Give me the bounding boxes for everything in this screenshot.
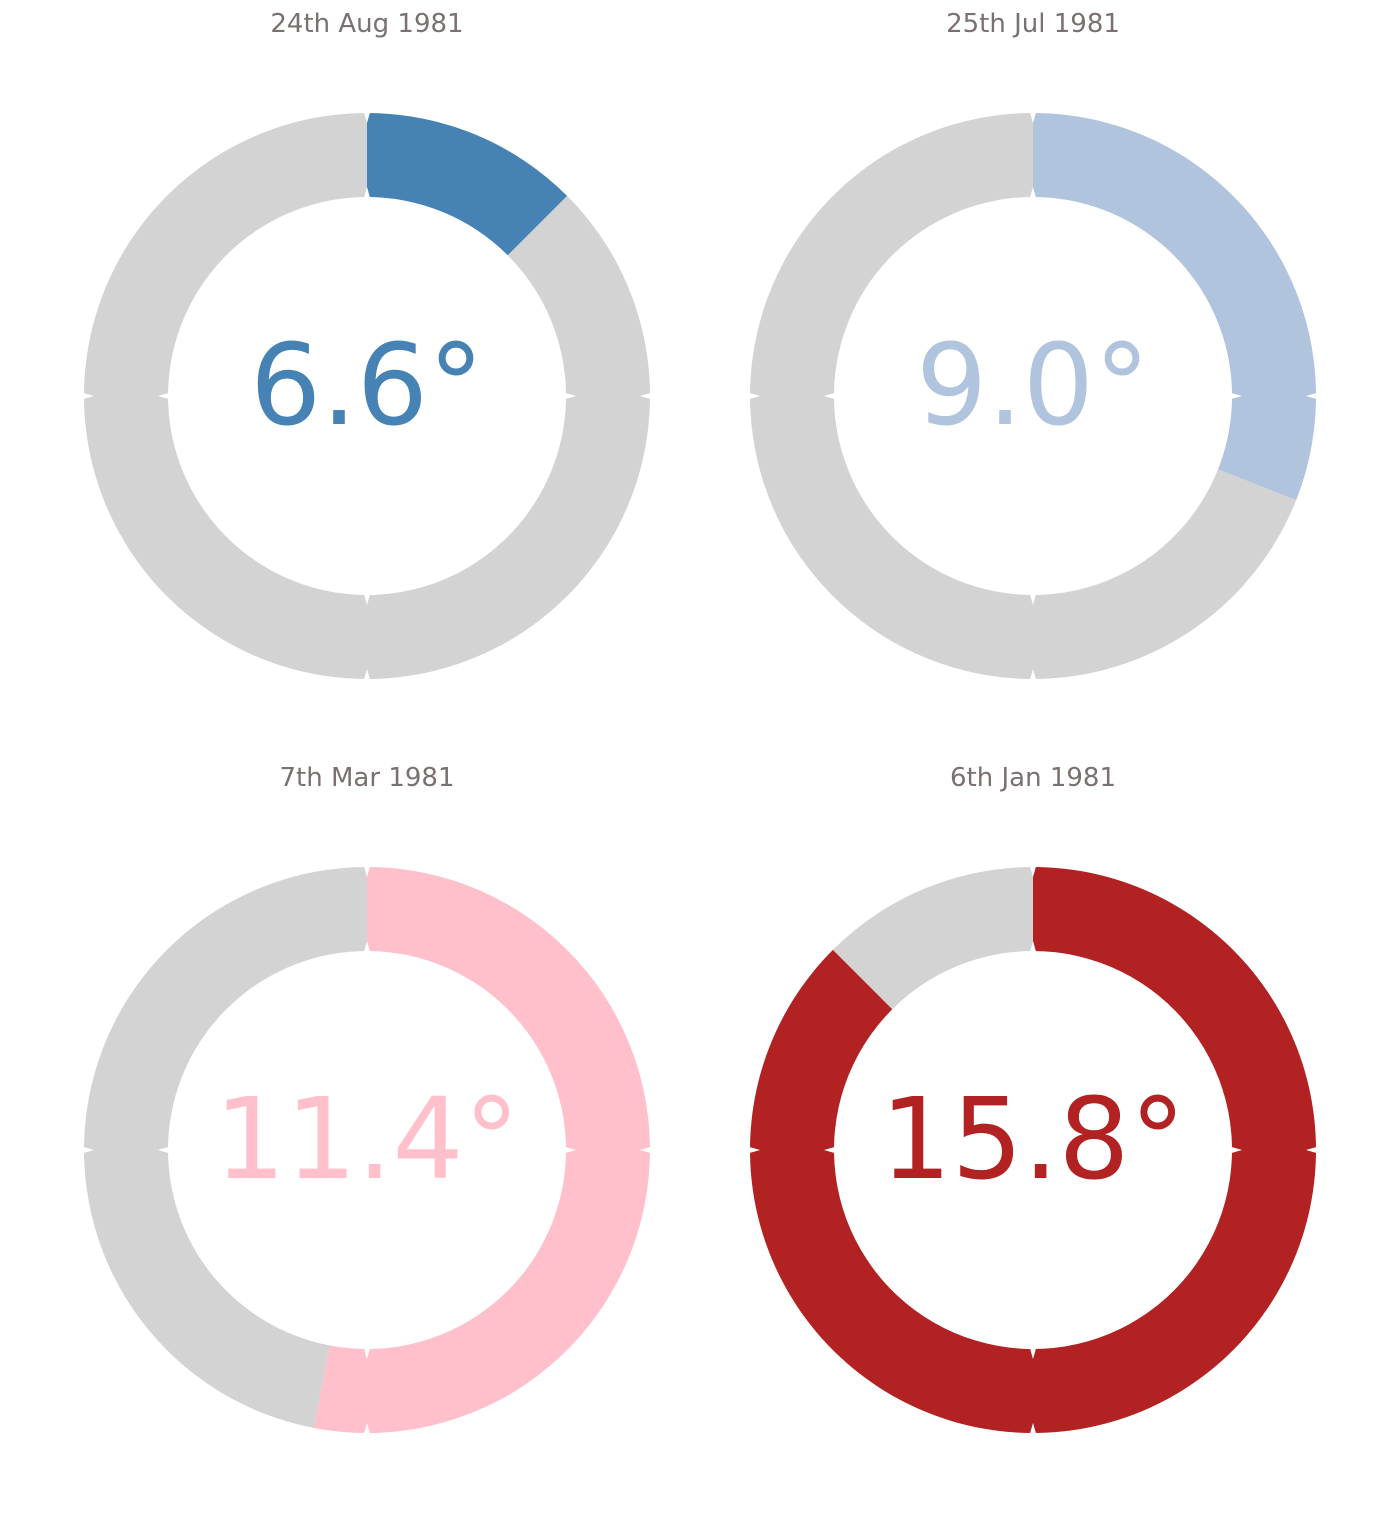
donut-title: 25th Jul 1981 bbox=[946, 9, 1120, 39]
ring-notch-inner bbox=[363, 187, 371, 201]
ring-notch-outer bbox=[1029, 863, 1037, 877]
donut-track-arc bbox=[750, 113, 1297, 680]
donut-ring bbox=[746, 109, 1320, 683]
ring-notch-inner bbox=[1029, 1345, 1037, 1359]
ring-notch-inner bbox=[158, 1146, 172, 1154]
ring-notch-outer bbox=[80, 392, 94, 400]
ring-notch-outer bbox=[1029, 109, 1037, 123]
ring-notch-inner bbox=[1029, 591, 1037, 605]
ring-notch-inner bbox=[1228, 392, 1242, 400]
ring-notch-outer bbox=[1306, 392, 1320, 400]
ring-notch-outer bbox=[640, 392, 654, 400]
ring-notch-inner bbox=[1029, 187, 1037, 201]
ring-notch-inner bbox=[363, 591, 371, 605]
donut-title: 6th Jan 1981 bbox=[950, 763, 1116, 793]
donut-value-label: 11.4° bbox=[214, 1075, 519, 1205]
donut-title: 24th Aug 1981 bbox=[270, 9, 463, 39]
ring-notch-inner bbox=[1228, 1146, 1242, 1154]
ring-notch-outer bbox=[746, 392, 760, 400]
ring-notch-outer bbox=[1306, 1146, 1320, 1154]
donut-value-label: 15.8° bbox=[880, 1075, 1185, 1205]
ring-notch-outer bbox=[1029, 1423, 1037, 1437]
donut-track-arc bbox=[83, 867, 367, 1428]
donut-value-arc bbox=[367, 113, 568, 256]
ring-notch-inner bbox=[562, 392, 576, 400]
donut-ring bbox=[80, 863, 654, 1437]
ring-notch-outer bbox=[363, 669, 371, 683]
donut-value-label: 9.0° bbox=[916, 321, 1150, 451]
ring-notch-inner bbox=[363, 1345, 371, 1359]
ring-notch-inner bbox=[562, 1146, 576, 1154]
donut-value-arc bbox=[1033, 113, 1316, 501]
ring-notch-outer bbox=[1029, 669, 1037, 683]
ring-notch-outer bbox=[363, 1423, 371, 1437]
ring-notch-outer bbox=[640, 1146, 654, 1154]
donut-panel-1: 24th Aug 1981 6.6° bbox=[80, 9, 654, 683]
ring-notch-inner bbox=[1029, 941, 1037, 955]
ring-notch-inner bbox=[824, 392, 838, 400]
ring-notch-inner bbox=[363, 941, 371, 955]
ring-notch-inner bbox=[158, 392, 172, 400]
donut-value-arc bbox=[313, 867, 650, 1433]
ring-notch-outer bbox=[363, 109, 371, 123]
donut-track-arc bbox=[832, 867, 1033, 1010]
donut-panel-2: 25th Jul 1981 9.0° bbox=[746, 9, 1320, 683]
ring-notch-outer bbox=[746, 1146, 760, 1154]
donut-title: 7th Mar 1981 bbox=[280, 763, 455, 793]
donut-ring bbox=[80, 109, 654, 683]
donut-panel-3: 7th Mar 1981 11.4° bbox=[80, 763, 654, 1437]
donut-track-arc bbox=[83, 113, 651, 680]
donut-value-label: 6.6° bbox=[250, 321, 484, 451]
ring-notch-inner bbox=[824, 1146, 838, 1154]
donut-ring bbox=[746, 863, 1320, 1437]
ring-notch-outer bbox=[363, 863, 371, 877]
ring-notch-outer bbox=[80, 1146, 94, 1154]
donut-value-arc bbox=[749, 867, 1316, 1433]
donut-panel-4: 6th Jan 1981 15.8° bbox=[746, 763, 1320, 1437]
